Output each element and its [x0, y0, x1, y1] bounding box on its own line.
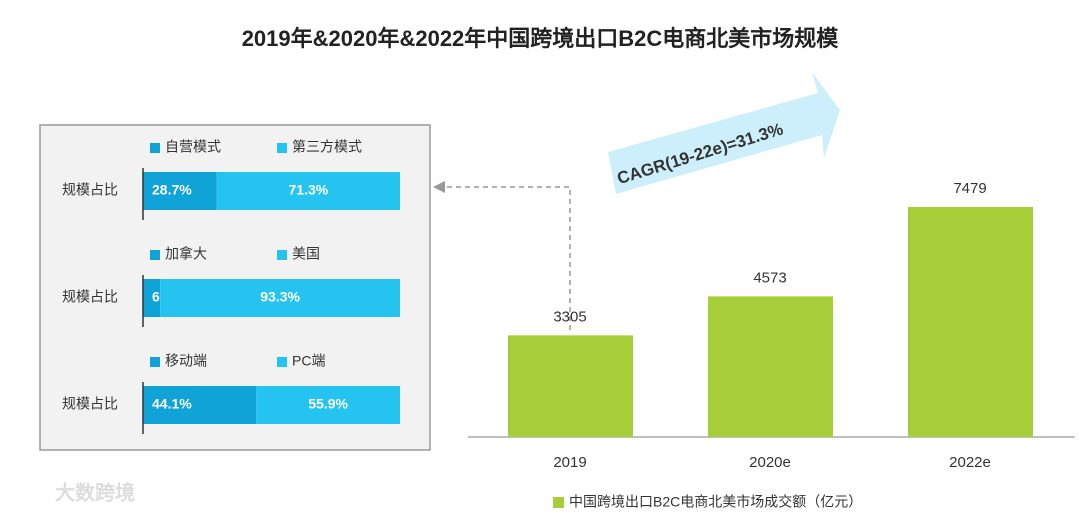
legend-label: 第三方模式 — [292, 139, 362, 155]
bar-segment — [160, 279, 400, 317]
y-tick-label: 规模占比 — [62, 182, 118, 198]
legend-label: 自营模式 — [165, 139, 221, 155]
bar-segment — [143, 386, 257, 424]
x-tick-label: 2019 — [553, 454, 586, 471]
value-label: 7479 — [953, 180, 986, 197]
y-tick-label: 规模占比 — [62, 289, 118, 305]
value-label: 28.7% — [152, 182, 192, 198]
legend-swatch — [277, 357, 287, 367]
legend-swatch — [150, 357, 160, 367]
legend-label: 中国跨境出口B2C电商北美市场成交额（亿元） — [569, 494, 862, 510]
value-label: 44.1% — [152, 396, 192, 412]
legend-label: 美国 — [292, 246, 320, 262]
connector — [440, 186, 571, 330]
connector-head — [433, 181, 445, 193]
bar — [908, 207, 1033, 437]
legend-label: PC端 — [292, 353, 325, 369]
value-label: 71.3% — [289, 182, 329, 198]
value-label: 4573 — [753, 269, 786, 286]
x-tick-label: 2022e — [949, 454, 991, 471]
chart-title: 2019年&2020年&2022年中国跨境出口B2C电商北美市场规模 — [242, 26, 840, 51]
legend-swatch — [150, 250, 160, 260]
watermark: 大数跨境 — [55, 480, 135, 504]
bar-segment — [143, 279, 161, 317]
bar-segment — [216, 172, 400, 210]
bar — [508, 335, 633, 437]
bar-segment — [143, 172, 217, 210]
value-label: 55.9% — [308, 396, 348, 412]
bar-segment — [256, 386, 400, 424]
legend-label: 加拿大 — [165, 246, 207, 262]
legend-swatch — [277, 143, 287, 153]
legend-swatch — [277, 250, 287, 260]
legend-swatch — [150, 143, 160, 153]
legend-label: 移动端 — [165, 353, 207, 369]
value-label: 3305 — [553, 308, 586, 325]
legend-swatch — [553, 497, 564, 508]
value-label: 93.3% — [260, 289, 300, 305]
bar — [708, 296, 833, 437]
x-tick-label: 2020e — [749, 454, 791, 471]
y-tick-label: 规模占比 — [62, 396, 118, 412]
growth-arrow — [608, 72, 840, 194]
